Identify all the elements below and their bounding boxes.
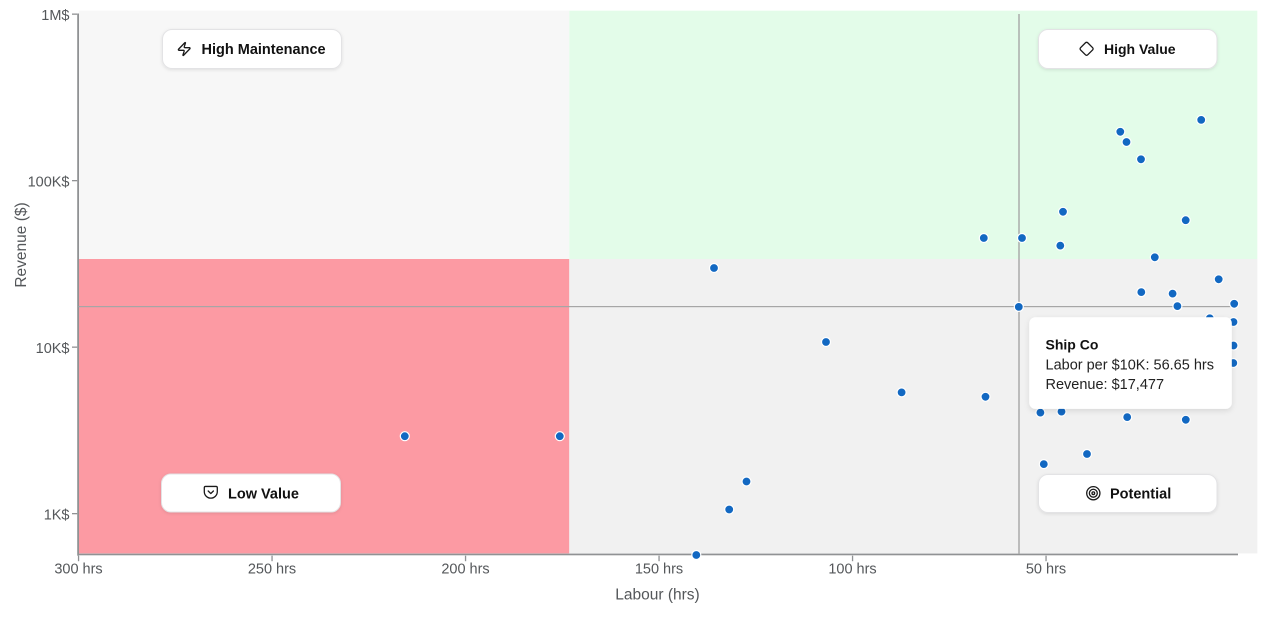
- svg-text:Ship Co: Ship Co: [1046, 337, 1099, 353]
- svg-text:150 hrs: 150 hrs: [635, 561, 683, 577]
- svg-text:1M$: 1M$: [41, 8, 69, 24]
- svg-text:Revenue ($): Revenue ($): [13, 202, 30, 287]
- svg-text:Low Value: Low Value: [228, 487, 299, 503]
- svg-text:Labor per $10K: 56.65 hrs: Labor per $10K: 56.65 hrs: [1046, 357, 1214, 373]
- svg-text:High Value: High Value: [1104, 41, 1176, 57]
- svg-text:Labour (hrs): Labour (hrs): [615, 587, 699, 604]
- svg-text:100 hrs: 100 hrs: [828, 561, 876, 577]
- svg-text:200 hrs: 200 hrs: [441, 561, 489, 577]
- svg-text:50 hrs: 50 hrs: [1026, 561, 1066, 577]
- svg-text:Revenue: $17,477: Revenue: $17,477: [1046, 377, 1165, 393]
- svg-text:1K$: 1K$: [44, 507, 70, 523]
- svg-text:10K$: 10K$: [36, 341, 70, 357]
- svg-text:Potential: Potential: [1110, 487, 1171, 503]
- svg-text:250 hrs: 250 hrs: [248, 561, 296, 577]
- svg-text:100K$: 100K$: [28, 174, 70, 190]
- svg-text:High Maintenance: High Maintenance: [202, 42, 326, 58]
- svg-text:300 hrs: 300 hrs: [54, 561, 102, 577]
